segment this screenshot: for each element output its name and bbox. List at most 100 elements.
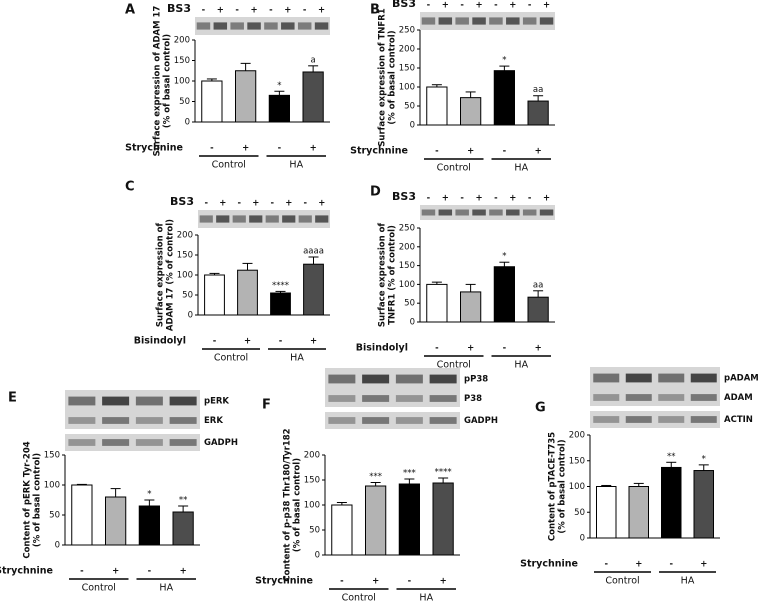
blot <box>65 390 200 412</box>
blot-band <box>68 439 96 446</box>
y-tick-label: 200 <box>174 36 190 46</box>
y-tick-label: 50 <box>182 291 193 301</box>
blot-lane: + <box>442 194 449 204</box>
blot-band <box>281 22 295 30</box>
blot-band <box>455 209 469 216</box>
x-tick-label: - <box>435 344 439 354</box>
blot-band <box>264 22 278 30</box>
blot <box>590 411 720 428</box>
bar <box>331 504 353 556</box>
bar <box>138 505 160 546</box>
bar <box>398 483 420 556</box>
y-tick-label: 0 <box>410 318 415 328</box>
y-tick-label: 50 <box>309 526 320 536</box>
blot-band <box>265 215 279 223</box>
significance: * <box>147 490 151 500</box>
y-axis-label: (% of basal control) <box>33 453 43 547</box>
blot-band <box>421 209 436 216</box>
bar <box>201 80 223 123</box>
y-tick-label: 100 <box>304 501 320 511</box>
blot-band <box>506 17 520 25</box>
blot-band <box>625 373 652 383</box>
y-axis-label: (% of basal control) <box>163 34 173 128</box>
significance: aaaa <box>303 247 324 257</box>
y-axis-label: Surface expression of <box>378 223 388 328</box>
treatment-label: Strychnine <box>0 566 53 577</box>
blot-name: ACTIN <box>724 415 753 425</box>
x-tick-label: - <box>503 147 507 157</box>
blot-name: ADAM <box>724 393 753 403</box>
significance: ** <box>179 496 188 506</box>
blot-name: pERK <box>204 397 229 407</box>
blot-band <box>690 394 717 401</box>
x-tick-label: + <box>467 147 474 157</box>
blot-lane: - <box>202 6 206 16</box>
significance: **** <box>272 281 289 291</box>
significance: * <box>502 252 506 262</box>
bar <box>527 100 549 126</box>
blot-band <box>506 209 520 216</box>
blot-band <box>625 416 652 423</box>
blot-band <box>429 374 457 384</box>
y-tick-label: 150 <box>44 451 60 461</box>
blot-band <box>421 17 436 25</box>
blot-band <box>135 396 163 406</box>
blot <box>420 12 555 30</box>
significance: aa <box>533 85 543 95</box>
x-tick-label: - <box>80 567 84 577</box>
treatment-label: Strychnine <box>520 559 578 570</box>
significance: aa <box>533 280 543 290</box>
y-tick-label: 0 <box>580 534 585 544</box>
blot-lane: - <box>528 194 532 204</box>
significance: * <box>702 454 706 464</box>
treatment-label: Strychnine <box>125 143 183 154</box>
blot-band <box>315 215 329 223</box>
blot-lane: - <box>237 199 241 209</box>
blot-band <box>522 17 537 25</box>
blot-band <box>232 215 246 223</box>
blot-band <box>395 417 423 424</box>
x-tick-label: + <box>535 147 542 157</box>
x-tick-label: - <box>148 567 152 577</box>
significance: a <box>311 55 316 65</box>
blot-label: BS3 <box>392 0 416 10</box>
blot-band <box>328 395 356 402</box>
blot-band <box>429 417 457 424</box>
significance: ** <box>667 452 676 462</box>
y-tick-label: 50 <box>404 102 415 112</box>
y-tick-label: 200 <box>569 431 585 441</box>
blot-lane: - <box>528 1 532 11</box>
x-tick-label: + <box>112 567 119 577</box>
blot <box>65 412 200 429</box>
y-tick-label: 100 <box>44 481 60 491</box>
y-tick-label: 100 <box>399 83 415 93</box>
y-tick-label: 0 <box>55 541 60 551</box>
blot-band <box>395 395 423 402</box>
blot-band <box>102 396 130 406</box>
blot-lane: - <box>269 6 273 16</box>
bar <box>71 484 93 546</box>
blot <box>420 205 555 220</box>
blot <box>590 367 720 389</box>
group-label: Control <box>82 583 116 594</box>
x-tick-label: + <box>635 560 642 570</box>
blot-lane: - <box>235 6 239 16</box>
x-tick-label: - <box>340 577 344 587</box>
x-tick-label: + <box>440 577 447 587</box>
blot-band <box>522 209 537 216</box>
treatment-label: Bisindolyl <box>134 336 186 347</box>
y-axis-label: Content of pERK Tyr-204 <box>23 441 33 558</box>
blot-band <box>68 396 96 406</box>
bar <box>303 263 324 316</box>
blot-band <box>593 416 620 423</box>
x-tick-label: + <box>467 344 474 354</box>
y-axis-label: Surface expression of <box>156 223 166 328</box>
x-tick-label: - <box>210 144 214 154</box>
group-label: HA <box>419 593 433 604</box>
blot-lane: + <box>318 6 325 16</box>
y-axis-label: Content of p-p38 Thr180/Tyr182 <box>283 428 293 581</box>
blot-lane: - <box>460 194 464 204</box>
y-tick-label: 0 <box>185 118 190 128</box>
y-tick-label: 50 <box>574 508 585 518</box>
y-tick-label: 0 <box>188 311 193 321</box>
